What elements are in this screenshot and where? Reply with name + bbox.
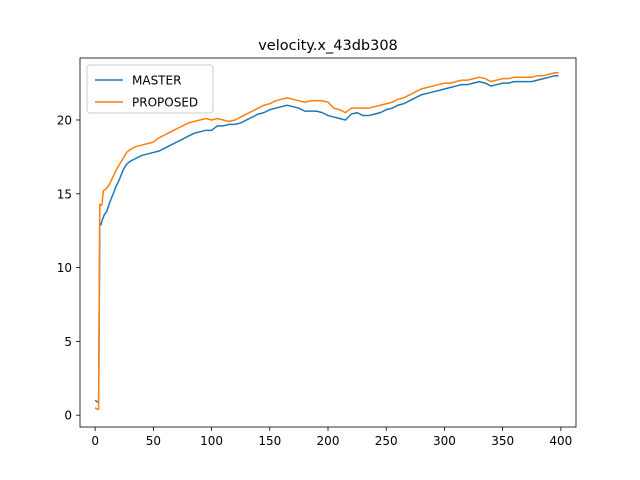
series-line-master <box>94 74 559 403</box>
chart-title: velocity.x_43db308 <box>258 38 398 54</box>
x-tick-label: 400 <box>549 434 572 448</box>
x-tick-label: 250 <box>375 434 398 448</box>
x-tick-label: 300 <box>433 434 456 448</box>
axes-layer: 0 50 100 150 200 250 300 350 400 0 5 10 15 20 <box>57 57 577 448</box>
legend-label-master: MASTER <box>132 74 181 88</box>
series-layer <box>94 72 559 411</box>
legend-box <box>86 64 214 114</box>
y-tick-label: 20 <box>57 113 72 127</box>
x-tick-label: 200 <box>317 434 340 448</box>
y-tick-label: 15 <box>57 187 72 201</box>
x-tick-label: 0 <box>91 434 99 448</box>
legend: MASTER PROPOSED <box>86 64 214 114</box>
legend-label-proposed: PROPOSED <box>132 96 198 110</box>
x-tick-label: 150 <box>258 434 281 448</box>
x-tick-label: 350 <box>491 434 514 448</box>
series-line-proposed <box>94 72 559 411</box>
y-tick-label: 10 <box>57 261 72 275</box>
x-tick-label: 100 <box>200 434 223 448</box>
y-tick-label: 5 <box>64 335 72 349</box>
y-tick-label: 0 <box>64 409 72 423</box>
x-tick-label: 50 <box>146 434 161 448</box>
